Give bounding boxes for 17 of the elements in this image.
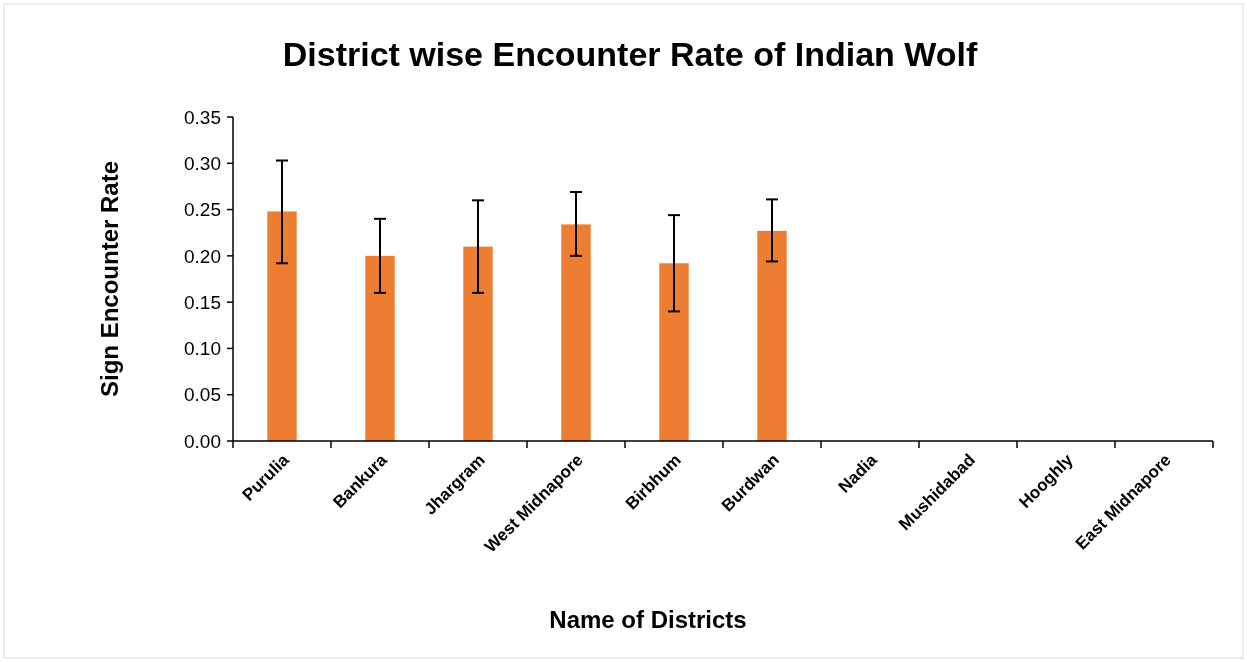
bar bbox=[659, 263, 689, 441]
y-tick-label: 0.35 bbox=[184, 106, 221, 128]
x-axis-title: Name of Districts bbox=[549, 606, 747, 633]
y-tick-label: 0.25 bbox=[184, 199, 221, 221]
y-tick-label: 0.05 bbox=[184, 384, 221, 406]
chart-title: District wise Encounter Rate of Indian Wolf bbox=[282, 35, 978, 73]
bar bbox=[757, 230, 787, 441]
y-tick-label: 0.30 bbox=[184, 152, 221, 174]
bar bbox=[561, 224, 591, 441]
y-tick-label: 0.10 bbox=[184, 338, 221, 360]
y-axis-title: Sign Encounter Rate bbox=[96, 160, 123, 398]
y-tick-label: 0.00 bbox=[184, 430, 221, 452]
y-tick-label: 0.15 bbox=[184, 291, 221, 313]
bar bbox=[267, 211, 297, 441]
y-tick-label: 0.20 bbox=[184, 245, 221, 267]
bar bbox=[463, 246, 493, 441]
bar bbox=[365, 255, 395, 441]
